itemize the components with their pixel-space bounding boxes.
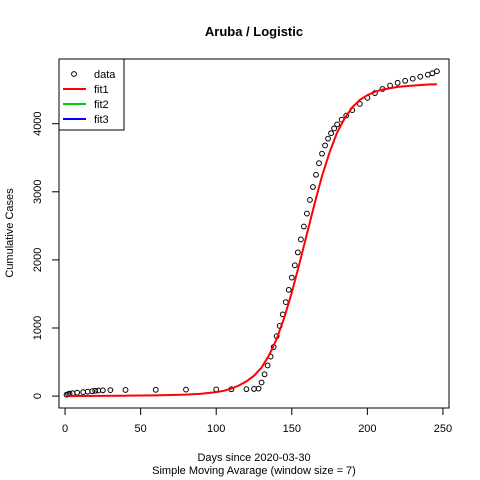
- legend-symbol-data: [71, 71, 77, 77]
- data-point: [300, 223, 307, 230]
- x-axis: 0 50 100 150 200 250: [62, 407, 452, 435]
- data-point: [285, 286, 292, 293]
- x-tick-label: 50: [135, 423, 147, 435]
- data-point: [434, 68, 440, 75]
- x-tick-label: 250: [434, 423, 452, 435]
- data-point: [322, 142, 328, 149]
- data-point: [331, 125, 338, 132]
- data-point: [313, 171, 319, 178]
- data-point: [417, 73, 424, 80]
- data-point: [99, 387, 106, 394]
- data-point: [343, 112, 350, 119]
- data-point: [402, 77, 409, 84]
- data-point: [394, 79, 401, 86]
- y-axis-label: Cumulative Cases: [4, 188, 16, 278]
- y-tick-label: 0: [32, 393, 44, 399]
- data-point: [429, 70, 436, 77]
- data-point: [325, 135, 331, 142]
- y-axis: 0 1000 2000 3000 4000: [32, 111, 60, 399]
- data-point: [294, 249, 301, 256]
- data-point: [122, 387, 129, 393]
- x-tick-label: 0: [62, 423, 68, 435]
- y-tick-label: 1000: [32, 316, 44, 340]
- data-point: [304, 210, 310, 217]
- x-axis-label: Days since 2020-03-30: [197, 452, 310, 464]
- data-point: [261, 371, 268, 378]
- data-point: [319, 150, 325, 157]
- y-tick-label: 3000: [32, 180, 44, 204]
- data-point: [264, 362, 271, 369]
- chart-title: Aruba / Logistic: [205, 24, 303, 39]
- data-point: [107, 387, 114, 393]
- legend-label-data: data: [94, 69, 116, 81]
- data-point: [291, 262, 298, 269]
- data-point: [334, 121, 341, 128]
- x-tick-label: 200: [358, 423, 376, 435]
- legend-label-fit3: fit3: [94, 114, 109, 126]
- fit1-line: [66, 83, 437, 398]
- x-tick-label: 100: [207, 423, 225, 435]
- y-tick-label: 4000: [32, 111, 44, 135]
- data-point: [409, 75, 416, 82]
- data-point: [288, 274, 295, 281]
- legend-label-fit2: fit2: [94, 99, 109, 111]
- data-point: [243, 386, 250, 393]
- data-point: [328, 130, 334, 137]
- plot-series: [63, 68, 440, 398]
- x-axis-sublabel: Simple Moving Avarage (window size = 7): [152, 465, 356, 477]
- legend: data fit1 fit2 fit3: [58, 58, 125, 131]
- data-point: [89, 388, 96, 395]
- data-point: [255, 385, 262, 392]
- data-point: [307, 197, 313, 203]
- data-point: [152, 386, 159, 393]
- data-point: [356, 101, 363, 107]
- data-point: [297, 236, 304, 243]
- data-point: [316, 160, 322, 167]
- data-point: [92, 387, 99, 394]
- data-point: [258, 379, 265, 386]
- y-tick-label: 2000: [32, 248, 44, 272]
- x-tick-label: 150: [283, 423, 301, 435]
- data-point: [183, 386, 189, 393]
- data-point: [310, 184, 316, 190]
- legend-label-fit1: fit1: [94, 84, 109, 96]
